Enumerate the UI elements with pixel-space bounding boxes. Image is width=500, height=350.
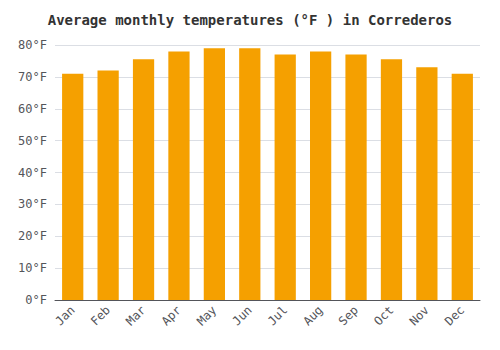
svg-text:Jan: Jan — [52, 303, 77, 328]
svg-text:Average monthly temperatures (: Average monthly temperatures (°F ) in Co… — [48, 12, 453, 28]
svg-text:Jul: Jul — [265, 303, 290, 328]
svg-text:Feb: Feb — [88, 303, 113, 328]
svg-text:Dec: Dec — [442, 303, 467, 328]
svg-text:Apr: Apr — [159, 303, 184, 328]
svg-text:70°F: 70°F — [18, 70, 47, 84]
svg-text:Aug: Aug — [300, 303, 325, 328]
svg-text:May: May — [194, 303, 219, 328]
svg-text:Sep: Sep — [336, 303, 361, 328]
svg-text:Mar: Mar — [123, 303, 148, 328]
svg-text:50°F: 50°F — [18, 134, 47, 148]
svg-text:Oct: Oct — [371, 303, 396, 328]
svg-text:Nov: Nov — [407, 303, 432, 328]
svg-text:40°F: 40°F — [18, 166, 47, 180]
svg-text:60°F: 60°F — [18, 102, 47, 116]
svg-text:0°F: 0°F — [25, 293, 47, 307]
svg-text:30°F: 30°F — [18, 197, 47, 211]
svg-text:20°F: 20°F — [18, 229, 47, 243]
svg-text:80°F: 80°F — [18, 38, 47, 52]
svg-text:Jun: Jun — [230, 303, 255, 328]
svg-text:10°F: 10°F — [18, 261, 47, 275]
